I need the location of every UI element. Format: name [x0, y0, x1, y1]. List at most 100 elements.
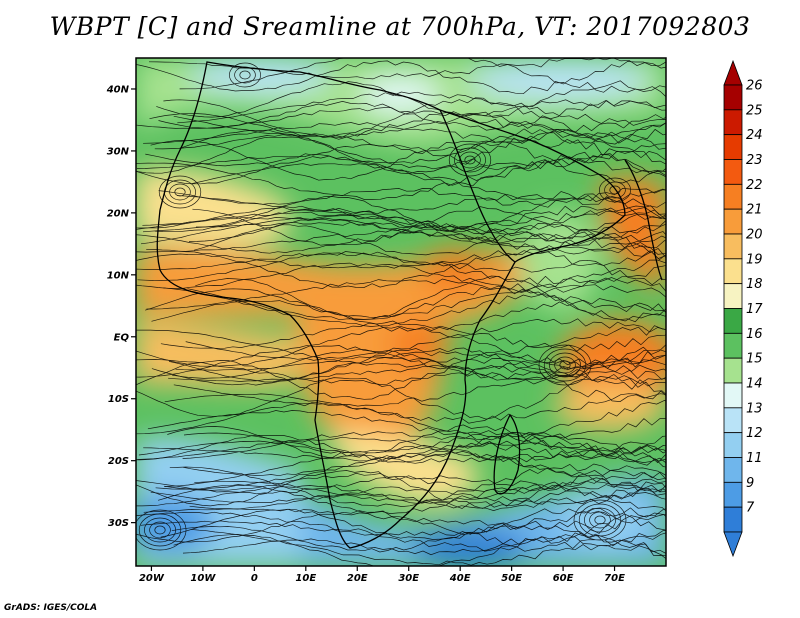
colorbar-bottom-arrow	[723, 531, 743, 558]
credit-text: GrADS: IGES/COLA	[4, 603, 98, 613]
lon-tick-label: 20E	[347, 573, 368, 584]
streamline	[136, 251, 666, 273]
vortex-ring	[239, 70, 251, 80]
lon-tick-label: 60E	[553, 573, 574, 584]
colorbar-swatch	[723, 109, 743, 136]
vortex-ring	[454, 147, 486, 173]
vortex-ring	[559, 360, 571, 370]
vortex-ring	[584, 507, 616, 533]
colorbar-label: 12	[746, 426, 763, 441]
streamline	[158, 484, 666, 514]
streamline	[163, 97, 666, 140]
lat-ticks: 40N 30N 20N 10N EQ 10S 20S 30S	[106, 84, 136, 529]
streamline	[136, 432, 666, 464]
streamline	[136, 507, 666, 536]
streamline	[195, 275, 666, 323]
vortex-ring	[578, 503, 622, 537]
colorbar-label: 24	[746, 128, 763, 143]
lat-tick-label: EQ	[114, 332, 130, 343]
streamline	[163, 284, 666, 327]
streamline	[154, 130, 666, 152]
streamline	[183, 439, 666, 477]
streamline	[136, 60, 666, 95]
streamline	[145, 286, 666, 322]
streamline	[173, 369, 666, 407]
streamline	[136, 227, 666, 255]
coastlines	[156, 61, 663, 549]
colorbar-swatch	[723, 283, 743, 309]
streamline	[155, 451, 666, 493]
vortex-ring	[169, 183, 191, 201]
vortex-ring	[549, 352, 581, 378]
lat-tick-label: 40N	[106, 84, 130, 95]
streamline	[140, 217, 666, 251]
vortex-ring	[158, 175, 202, 209]
streamline	[136, 216, 666, 243]
vortex-ring	[459, 151, 481, 169]
coastline-india	[624, 159, 663, 281]
colorbar-swatch	[723, 357, 743, 384]
streamline	[136, 250, 666, 288]
lon-tick-label: 30E	[398, 573, 419, 584]
streamline	[189, 492, 666, 511]
vortex-ring	[464, 155, 476, 165]
vortex-ring	[594, 515, 606, 525]
colorbar-swatch	[723, 308, 743, 334]
vortex-ring	[136, 509, 187, 551]
streamline	[142, 221, 666, 242]
streamline	[143, 508, 666, 529]
streamline	[177, 91, 666, 126]
streamline	[160, 320, 666, 352]
wbpt-region-east-cool	[520, 210, 600, 310]
colorbar-label: 19	[746, 252, 763, 267]
vortex-ring	[174, 187, 186, 197]
streamline	[179, 58, 666, 93]
colorbar-swatch	[723, 332, 743, 359]
colorbar-label: 17	[746, 302, 763, 317]
wbpt-region-west-africa-warm	[136, 168, 291, 247]
lon-tick-label: 70E	[604, 573, 625, 584]
streamline	[136, 358, 666, 402]
streamline	[185, 318, 666, 361]
vortex-ring	[448, 143, 492, 177]
streamline	[171, 525, 666, 554]
colorbar-label: 20	[746, 228, 763, 243]
streamline	[136, 344, 666, 380]
streamline	[182, 435, 666, 463]
colorbar: 26 25 24 23 22 21 20 19 18 17 16 15 14 13 12 11 9 7	[723, 59, 763, 558]
streamline	[136, 325, 666, 368]
streamline	[168, 365, 666, 385]
streamline	[158, 100, 666, 131]
plot-frame	[135, 57, 667, 567]
streamline	[136, 159, 666, 200]
colorbar-label: 13	[746, 401, 763, 416]
colorbar-swatch	[723, 481, 743, 508]
streamline	[169, 463, 666, 507]
vortex-ring	[229, 62, 261, 88]
streamline	[136, 205, 666, 232]
streamline	[190, 163, 666, 206]
streamline	[136, 357, 666, 385]
colorbar-swatch	[723, 183, 743, 210]
lon-tick-label: 10E	[295, 573, 316, 584]
colorbar-label: 11	[746, 451, 763, 466]
streamline	[137, 251, 666, 285]
lat-tick-label: 20N	[107, 208, 130, 219]
vortex-ring	[599, 177, 631, 203]
colorbar-label: 7	[746, 501, 755, 516]
streamline	[136, 475, 666, 499]
streamline	[136, 508, 666, 545]
vortex-ring	[573, 499, 627, 541]
colorbar-label: 21	[746, 203, 763, 218]
streamline	[150, 140, 666, 184]
lat-tick-label: 10S	[108, 394, 129, 405]
streamline	[164, 445, 666, 492]
streamline	[156, 80, 666, 118]
colorbar-swatch	[723, 258, 743, 285]
wbpt-region-indian-ocean-mild	[555, 380, 665, 430]
lat-tick-label: 10N	[107, 270, 130, 281]
streamline	[136, 374, 666, 420]
colorbar-label: 18	[746, 277, 763, 292]
colorbar-swatch	[723, 233, 743, 260]
